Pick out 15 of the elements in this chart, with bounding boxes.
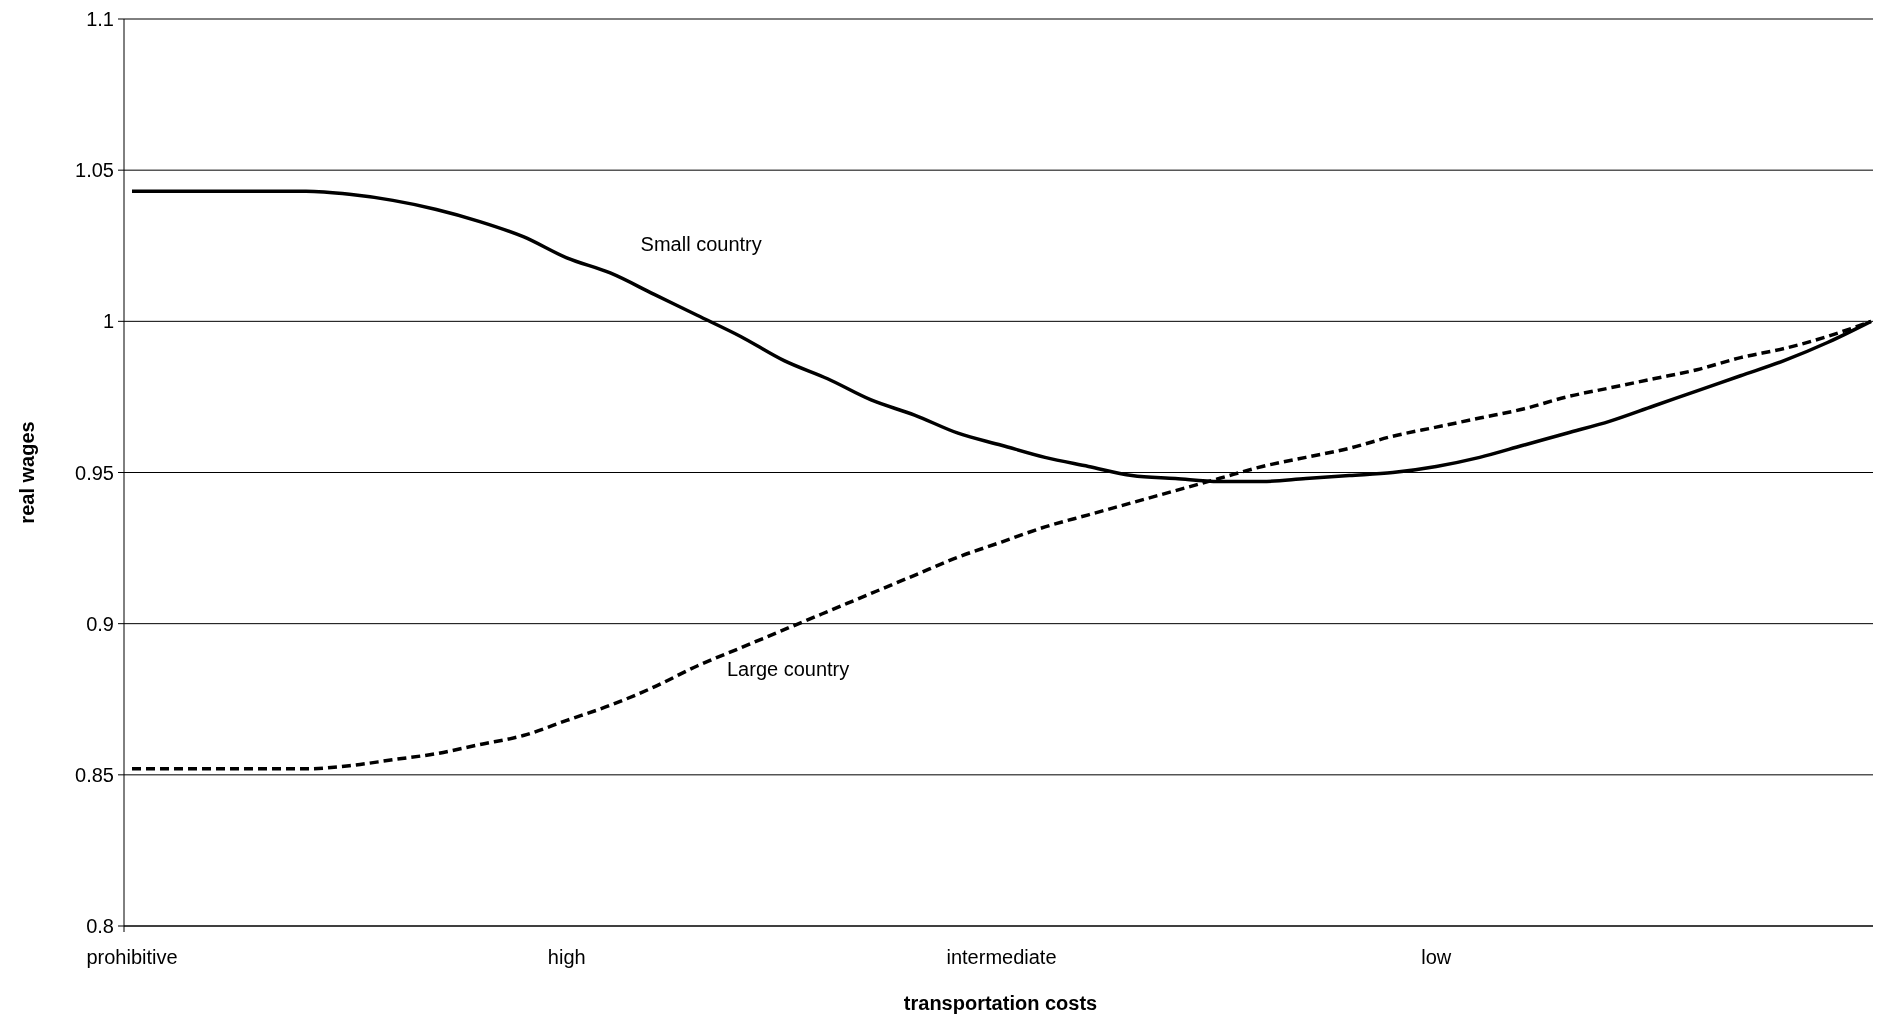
y-tick-label: 1.05 — [75, 159, 114, 182]
y-axis-title: real wages — [16, 421, 38, 524]
y-tick-label: 0.9 — [86, 612, 114, 635]
y-tick-label: 0.95 — [75, 461, 114, 484]
y-tick-label: 1.1 — [86, 8, 114, 30]
y-tick-label: 1 — [102, 310, 114, 333]
x-axis-title: transportation costs — [903, 992, 1098, 1014]
x-tick-label: low — [1421, 946, 1452, 968]
x-tick-label: intermediate — [946, 946, 1057, 968]
y-tick-label: 0.85 — [75, 763, 114, 786]
y-tick-label: 0.8 — [86, 915, 114, 937]
annotation: Small country — [640, 233, 762, 256]
annotation: Large country — [726, 657, 850, 680]
x-tick-label: high — [547, 946, 586, 968]
x-tick-label: prohibitive — [86, 946, 178, 968]
